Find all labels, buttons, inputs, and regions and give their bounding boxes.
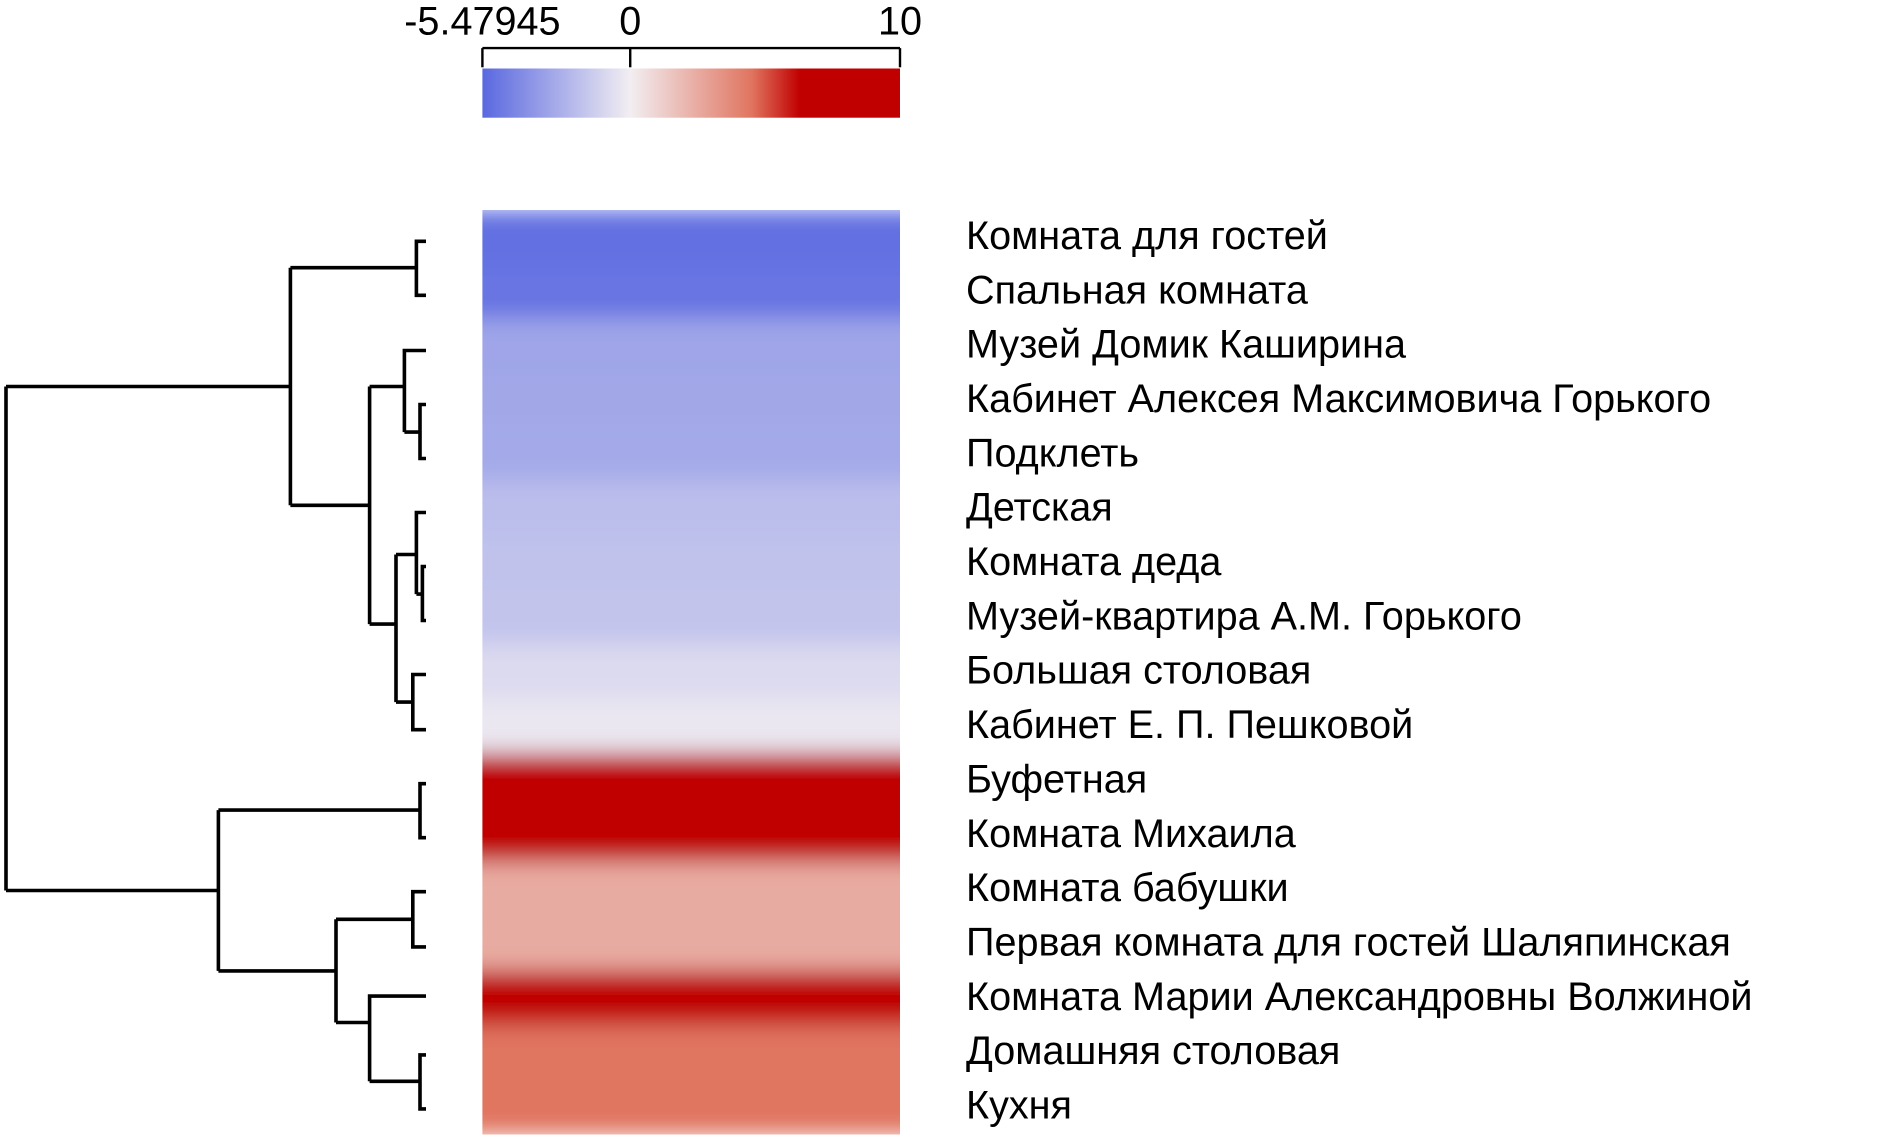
heat-cell [482, 1079, 900, 1135]
row-label: Первая комната для гостей Шаляпинская [966, 921, 1731, 965]
heat-cell [482, 535, 900, 592]
colorbar-tick-label: 0 [619, 0, 641, 44]
heat-cell [482, 589, 900, 646]
row-label: Кухня [966, 1084, 1072, 1128]
heat-cell [482, 970, 900, 1026]
heat-cell [482, 263, 900, 320]
heat-cell [482, 481, 900, 537]
colorbar-tick-label: 10 [878, 0, 922, 44]
row-label: Комната Михаила [966, 812, 1297, 856]
heat-cell [482, 372, 900, 429]
heat-cell [482, 861, 900, 918]
row-label: Детская [966, 486, 1113, 530]
heat-cell [482, 426, 900, 483]
row-label: Спальная комната [966, 268, 1309, 312]
heat-cell [482, 1024, 900, 1081]
row-label: Кабинет Е. П. Пешковой [966, 703, 1413, 747]
row-label: Большая столовая [966, 649, 1311, 693]
heat-cell [482, 318, 900, 374]
colorbar-tick-label: -5.47945 [404, 0, 560, 44]
row-label: Домашняя столовая [966, 1029, 1340, 1073]
colorbar [482, 68, 900, 118]
row-label: Музей Домик Каширина [966, 323, 1407, 367]
heat-cell [482, 209, 900, 266]
row-label: Комната Марии Александровны Волжиной [966, 975, 1752, 1019]
row-label: Буфетная [966, 757, 1147, 801]
dendrogram [4, 239, 426, 1111]
heat-cell [482, 644, 900, 700]
row-label: Комната деда [966, 540, 1222, 584]
row-label: Комната бабушки [966, 866, 1289, 910]
heat-cell [482, 753, 900, 809]
heatmap [482, 209, 900, 1135]
row-label: Музей-квартира А.М. Горького [966, 594, 1522, 638]
row-label: Кабинет Алексея Максимовича Горького [966, 377, 1711, 421]
row-label: Подклеть [966, 431, 1139, 475]
heat-cell [482, 807, 900, 863]
heat-cell [482, 916, 900, 972]
heat-cell [482, 698, 900, 755]
row-label: Комната для гостей [966, 214, 1328, 258]
